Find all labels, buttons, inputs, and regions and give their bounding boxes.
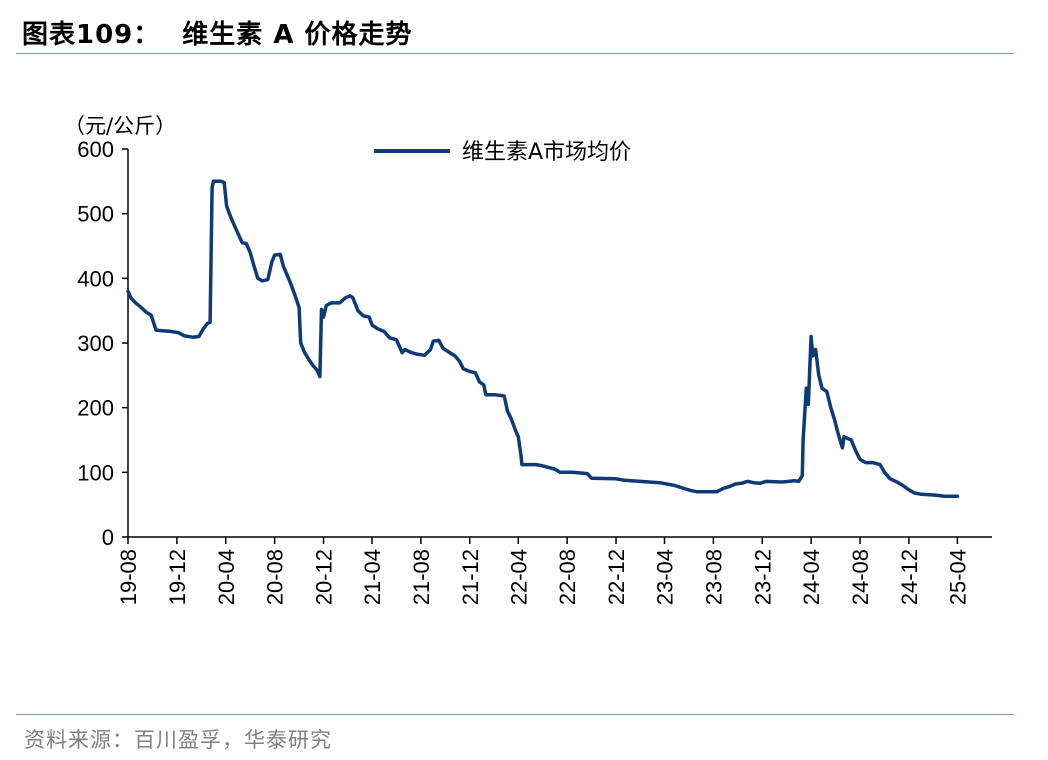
y-tick-label: 500 (77, 202, 114, 227)
x-tick-label: 21-04 (360, 549, 385, 605)
x-axis: 19-08 19-12 20-04 20-08 20-12 21-04 21-08 21-12… (116, 536, 992, 605)
x-tick-label: 22-04 (506, 549, 531, 605)
legend-label: 维生素A市场均价 (462, 140, 631, 165)
y-tick-label: 400 (77, 266, 114, 291)
x-tick-label: 24-04 (799, 549, 824, 605)
x-tick-label: 21-08 (409, 549, 434, 605)
header-rule (16, 53, 1014, 54)
x-tick-label: 22-08 (555, 549, 580, 605)
x-tick-label: 20-08 (263, 549, 288, 605)
y-axis-unit-label: （元/公斤） (64, 114, 176, 138)
y-tick-label: 0 (102, 525, 114, 550)
chart-title: 维生素 A 价格走势 (182, 20, 413, 50)
figure-number: 图表109： (22, 20, 161, 50)
y-tick-label: 100 (77, 460, 114, 485)
x-tick-label: 23-12 (750, 549, 775, 605)
x-tick-label: 23-08 (701, 549, 726, 605)
x-tick-label: 19-08 (116, 549, 141, 605)
figure-title: 图表109： 维生素 A 价格走势 (22, 14, 413, 51)
x-tick-label: 24-08 (848, 549, 873, 605)
x-tick-label: 24-12 (897, 549, 922, 605)
y-axis: 0 100 200 300 400 500 600 (77, 137, 129, 550)
x-tick-label: 22-12 (604, 549, 629, 605)
y-tick-label: 600 (77, 137, 114, 162)
x-tick-label: 20-12 (312, 549, 337, 605)
footer-rule (16, 714, 1014, 715)
line-chart: （元/公斤） 0 100 200 300 400 500 600 19-08 19-12 20-… (64, 114, 992, 605)
x-tick-label: 20-04 (214, 549, 239, 605)
x-tick-label: 23-04 (653, 549, 678, 605)
x-tick-label: 25-04 (945, 549, 970, 605)
source-note: 资料来源：百川盈孚，华泰研究 (24, 728, 332, 752)
legend: 维生素A市场均价 (374, 140, 631, 165)
y-tick-label: 300 (77, 331, 114, 356)
x-tick-label: 21-12 (458, 549, 483, 605)
series-layer (126, 179, 960, 499)
series-line-0 (126, 179, 960, 499)
y-tick-label: 200 (77, 396, 114, 421)
x-tick-label: 19-12 (165, 549, 190, 605)
